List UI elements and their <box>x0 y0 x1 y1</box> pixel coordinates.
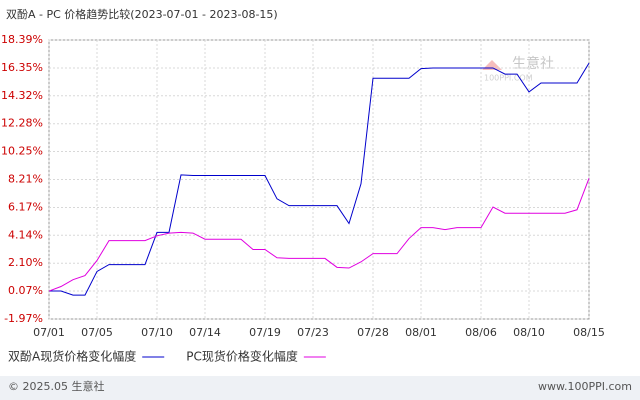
footer-site: www.100PPI.com <box>538 380 632 393</box>
x-tick-label: 07/10 <box>141 326 173 339</box>
y-tick-label: 6.17% <box>8 200 43 213</box>
y-tick-label: 4.14% <box>8 228 43 241</box>
x-tick-label: 07/23 <box>297 326 329 339</box>
y-tick-label: 12.28% <box>1 117 43 130</box>
y-tick-label: -1.97% <box>4 312 43 325</box>
chart-title: 双酚A - PC 价格趋势比较(2023-07-01 - 2023-08-15) <box>6 7 278 21</box>
x-tick-label: 07/01 <box>33 326 65 339</box>
legend-label: 双酚A现货价格变化幅度 <box>8 349 136 364</box>
x-tick-label: 08/15 <box>573 326 605 339</box>
x-tick-label: 08/10 <box>513 326 545 339</box>
series-line <box>48 178 590 292</box>
series-line <box>49 62 590 296</box>
y-tick-label: 10.25% <box>1 145 43 158</box>
footer-bar <box>0 376 640 400</box>
y-tick-label: 18.39% <box>1 33 43 46</box>
x-tick-label: 08/06 <box>465 326 497 339</box>
y-tick-label: 8.21% <box>8 173 43 186</box>
y-tick-label: 2.10% <box>8 256 43 269</box>
watermark-name: 生意社 <box>512 55 554 72</box>
x-tick-label: 07/19 <box>249 326 281 339</box>
x-tick-label: 07/14 <box>189 326 221 339</box>
watermark-site: 100PPI.COM <box>484 74 533 83</box>
legend-label: PC现货价格变化幅度 <box>186 349 298 364</box>
y-tick-label: 0.07% <box>8 284 43 297</box>
footer-copyright: © 2025.05 生意社 <box>8 379 104 393</box>
x-tick-label: 07/28 <box>357 326 389 339</box>
x-tick-label: 08/01 <box>405 326 437 339</box>
x-tick-label: 07/05 <box>81 326 113 339</box>
y-tick-label: 16.35% <box>1 61 43 74</box>
y-tick-label: 14.32% <box>1 89 43 102</box>
